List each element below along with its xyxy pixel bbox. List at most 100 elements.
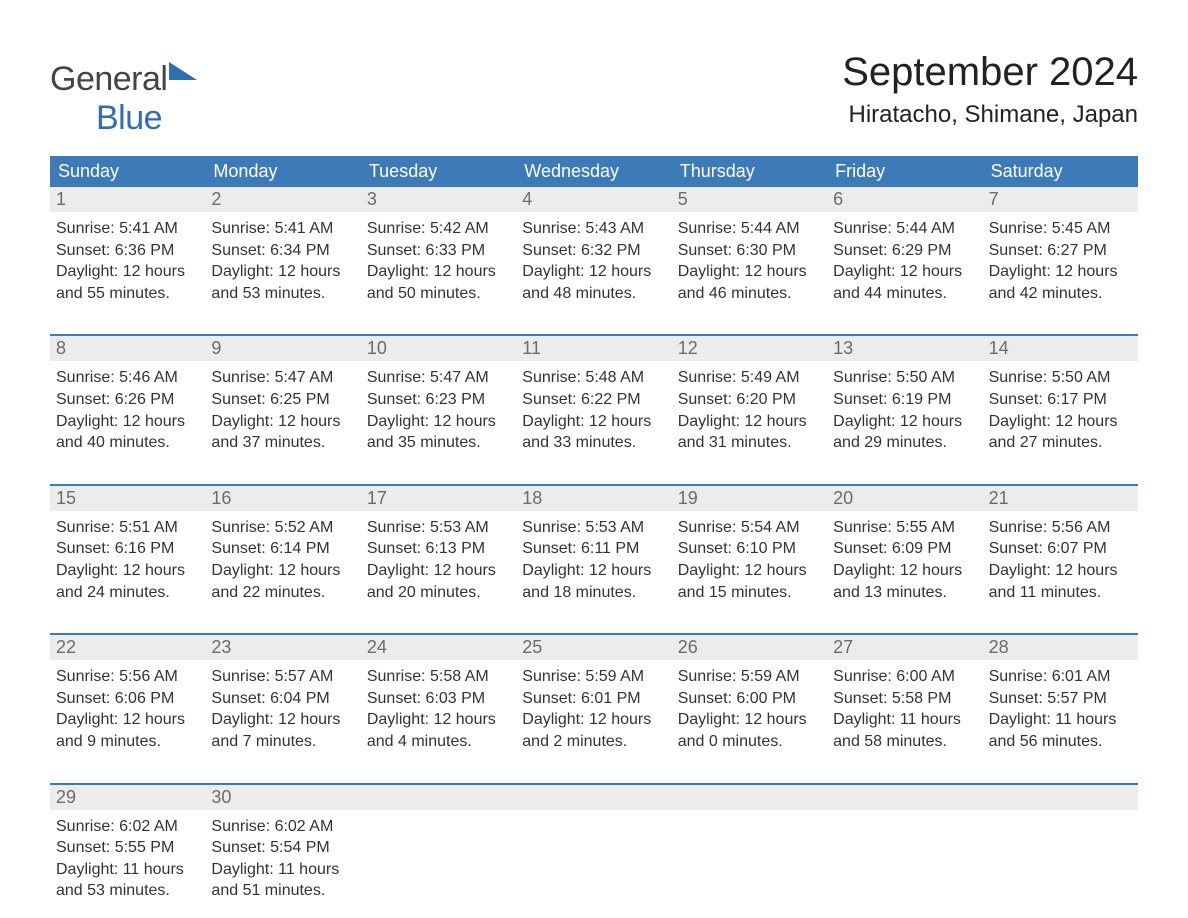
daylight-text-2: and 40 minutes. bbox=[56, 432, 199, 454]
daylight-text-2: and 18 minutes. bbox=[522, 582, 665, 604]
daylight-text-1: Daylight: 12 hours bbox=[833, 261, 976, 283]
daylight-text-1: Daylight: 12 hours bbox=[56, 261, 199, 283]
daylight-text-1: Daylight: 12 hours bbox=[367, 560, 510, 582]
day-cell: Sunrise: 5:45 AMSunset: 6:27 PMDaylight:… bbox=[983, 212, 1138, 310]
day-number: 17 bbox=[361, 486, 516, 511]
sunrise-text: Sunrise: 5:47 AM bbox=[211, 367, 354, 389]
sunset-text: Sunset: 6:34 PM bbox=[211, 240, 354, 262]
sunrise-text: Sunrise: 5:57 AM bbox=[211, 666, 354, 688]
daylight-text-2: and 42 minutes. bbox=[989, 283, 1132, 305]
day-header: Monday bbox=[205, 156, 360, 187]
sunset-text: Sunset: 6:33 PM bbox=[367, 240, 510, 262]
sunset-text: Sunset: 6:32 PM bbox=[522, 240, 665, 262]
daylight-text-1: Daylight: 12 hours bbox=[989, 261, 1132, 283]
daylight-text-1: Daylight: 12 hours bbox=[833, 411, 976, 433]
sunset-text: Sunset: 6:06 PM bbox=[56, 688, 199, 710]
day-number bbox=[361, 785, 516, 810]
daylight-text-2: and 7 minutes. bbox=[211, 731, 354, 753]
daylight-text-1: Daylight: 12 hours bbox=[56, 560, 199, 582]
day-number bbox=[672, 785, 827, 810]
daylight-text-2: and 35 minutes. bbox=[367, 432, 510, 454]
day-number: 12 bbox=[672, 336, 827, 361]
sunset-text: Sunset: 6:04 PM bbox=[211, 688, 354, 710]
day-cell: Sunrise: 5:44 AMSunset: 6:29 PMDaylight:… bbox=[827, 212, 982, 310]
day-cell: Sunrise: 5:54 AMSunset: 6:10 PMDaylight:… bbox=[672, 511, 827, 609]
day-number: 19 bbox=[672, 486, 827, 511]
sunrise-text: Sunrise: 6:00 AM bbox=[833, 666, 976, 688]
daylight-text-2: and 33 minutes. bbox=[522, 432, 665, 454]
day-cell bbox=[827, 810, 982, 908]
daylight-text-2: and 50 minutes. bbox=[367, 283, 510, 305]
day-cell: Sunrise: 5:43 AMSunset: 6:32 PMDaylight:… bbox=[516, 212, 671, 310]
daylight-text-2: and 48 minutes. bbox=[522, 283, 665, 305]
daylight-text-2: and 20 minutes. bbox=[367, 582, 510, 604]
daynum-row: 891011121314 bbox=[50, 336, 1138, 361]
daylight-text-2: and 44 minutes. bbox=[833, 283, 976, 305]
page-title: September 2024 bbox=[842, 50, 1138, 95]
day-number: 27 bbox=[827, 635, 982, 660]
sunrise-text: Sunrise: 5:43 AM bbox=[522, 218, 665, 240]
daynum-row: 1234567 bbox=[50, 187, 1138, 212]
day-cell: Sunrise: 5:56 AMSunset: 6:07 PMDaylight:… bbox=[983, 511, 1138, 609]
day-cell: Sunrise: 6:02 AMSunset: 5:55 PMDaylight:… bbox=[50, 810, 205, 908]
day-cell: Sunrise: 5:50 AMSunset: 6:17 PMDaylight:… bbox=[983, 361, 1138, 459]
sunset-text: Sunset: 6:22 PM bbox=[522, 389, 665, 411]
sunrise-text: Sunrise: 6:02 AM bbox=[56, 816, 199, 838]
daynum-row: 15161718192021 bbox=[50, 486, 1138, 511]
logo: General Blue bbox=[50, 60, 201, 138]
week-row: 15161718192021Sunrise: 5:51 AMSunset: 6:… bbox=[50, 484, 1138, 609]
daylight-text-1: Daylight: 12 hours bbox=[211, 709, 354, 731]
day-cell: Sunrise: 5:41 AMSunset: 6:34 PMDaylight:… bbox=[205, 212, 360, 310]
sunrise-text: Sunrise: 5:51 AM bbox=[56, 517, 199, 539]
daylight-text-2: and 0 minutes. bbox=[678, 731, 821, 753]
daylight-text-2: and 24 minutes. bbox=[56, 582, 199, 604]
sunset-text: Sunset: 5:54 PM bbox=[211, 837, 354, 859]
day-header: Friday bbox=[827, 156, 982, 187]
day-number: 24 bbox=[361, 635, 516, 660]
daylight-text-2: and 53 minutes. bbox=[56, 880, 199, 902]
day-cell: Sunrise: 5:52 AMSunset: 6:14 PMDaylight:… bbox=[205, 511, 360, 609]
day-cell: Sunrise: 5:41 AMSunset: 6:36 PMDaylight:… bbox=[50, 212, 205, 310]
day-number: 28 bbox=[983, 635, 1138, 660]
daylight-text-1: Daylight: 12 hours bbox=[56, 411, 199, 433]
day-cell: Sunrise: 5:44 AMSunset: 6:30 PMDaylight:… bbox=[672, 212, 827, 310]
day-number: 9 bbox=[205, 336, 360, 361]
sunrise-text: Sunrise: 5:50 AM bbox=[833, 367, 976, 389]
day-cell: Sunrise: 5:56 AMSunset: 6:06 PMDaylight:… bbox=[50, 660, 205, 758]
sunset-text: Sunset: 6:11 PM bbox=[522, 538, 665, 560]
sunset-text: Sunset: 6:16 PM bbox=[56, 538, 199, 560]
daynum-row: 22232425262728 bbox=[50, 635, 1138, 660]
day-cell: Sunrise: 5:58 AMSunset: 6:03 PMDaylight:… bbox=[361, 660, 516, 758]
daylight-text-1: Daylight: 12 hours bbox=[522, 411, 665, 433]
day-cell bbox=[672, 810, 827, 908]
sunrise-text: Sunrise: 5:48 AM bbox=[522, 367, 665, 389]
daylight-text-1: Daylight: 12 hours bbox=[522, 560, 665, 582]
sunset-text: Sunset: 6:25 PM bbox=[211, 389, 354, 411]
daylight-text-1: Daylight: 11 hours bbox=[833, 709, 976, 731]
day-number bbox=[516, 785, 671, 810]
sunrise-text: Sunrise: 5:46 AM bbox=[56, 367, 199, 389]
day-number: 6 bbox=[827, 187, 982, 212]
day-cell: Sunrise: 5:46 AMSunset: 6:26 PMDaylight:… bbox=[50, 361, 205, 459]
day-number: 11 bbox=[516, 336, 671, 361]
day-number: 26 bbox=[672, 635, 827, 660]
day-cell: Sunrise: 6:00 AMSunset: 5:58 PMDaylight:… bbox=[827, 660, 982, 758]
day-number: 21 bbox=[983, 486, 1138, 511]
sunset-text: Sunset: 6:17 PM bbox=[989, 389, 1132, 411]
sunrise-text: Sunrise: 6:02 AM bbox=[211, 816, 354, 838]
sunrise-text: Sunrise: 6:01 AM bbox=[989, 666, 1132, 688]
day-number: 30 bbox=[205, 785, 360, 810]
sunrise-text: Sunrise: 5:56 AM bbox=[56, 666, 199, 688]
day-cell: Sunrise: 5:55 AMSunset: 6:09 PMDaylight:… bbox=[827, 511, 982, 609]
week-row: 2930Sunrise: 6:02 AMSunset: 5:55 PMDayli… bbox=[50, 783, 1138, 908]
sunrise-text: Sunrise: 5:58 AM bbox=[367, 666, 510, 688]
sunrise-text: Sunrise: 5:50 AM bbox=[989, 367, 1132, 389]
logo-word2: Blue bbox=[96, 99, 162, 137]
daylight-text-2: and 9 minutes. bbox=[56, 731, 199, 753]
header: General Blue September 2024 Hiratacho, S… bbox=[50, 50, 1138, 138]
day-number: 1 bbox=[50, 187, 205, 212]
daylight-text-1: Daylight: 11 hours bbox=[56, 859, 199, 881]
sunrise-text: Sunrise: 5:44 AM bbox=[833, 218, 976, 240]
sunset-text: Sunset: 5:55 PM bbox=[56, 837, 199, 859]
logo-flag-icon bbox=[169, 60, 201, 80]
